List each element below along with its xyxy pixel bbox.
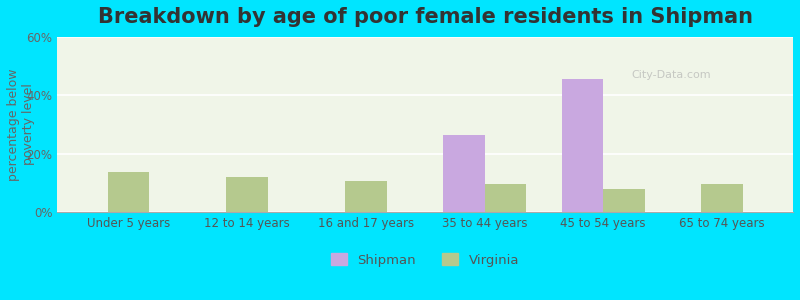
Title: Breakdown by age of poor female residents in Shipman: Breakdown by age of poor female resident…	[98, 7, 753, 27]
Bar	[108, 172, 150, 212]
Bar	[226, 177, 268, 212]
Text: City-Data.com: City-Data.com	[631, 70, 711, 80]
Bar	[443, 135, 485, 212]
Bar	[562, 79, 603, 212]
Bar	[603, 188, 645, 212]
Y-axis label: percentage below
poverty level: percentage below poverty level	[7, 68, 35, 181]
Bar	[485, 184, 526, 212]
Bar	[345, 181, 386, 212]
Legend: Shipman, Virginia: Shipman, Virginia	[326, 248, 525, 272]
Bar	[701, 184, 742, 212]
